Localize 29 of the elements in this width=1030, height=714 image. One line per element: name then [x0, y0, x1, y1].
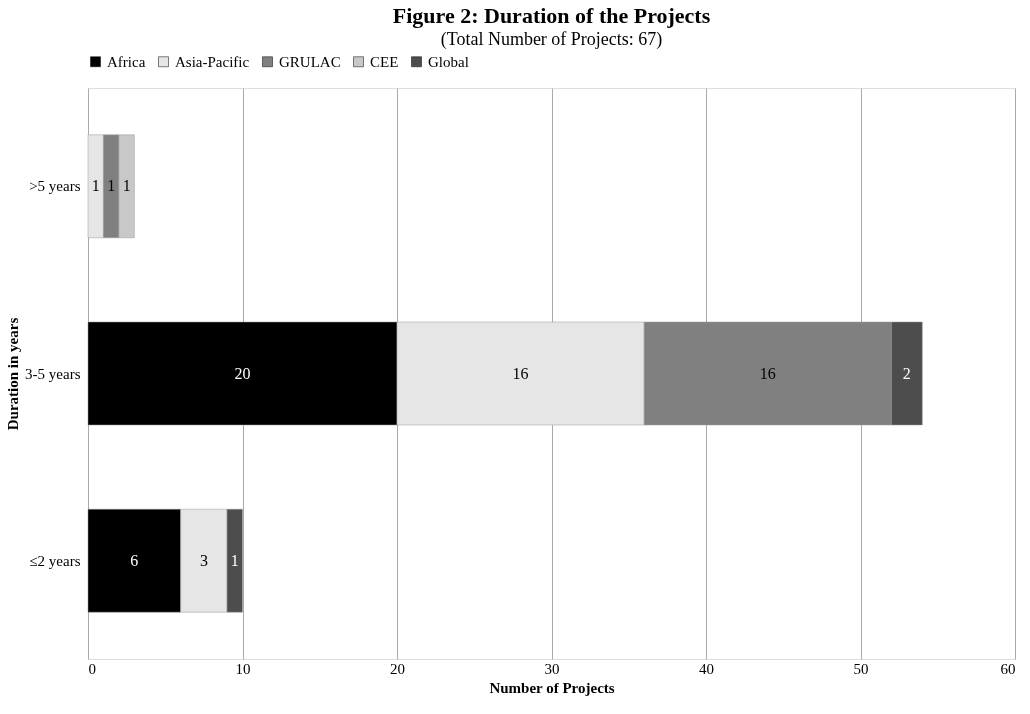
data-label: 20: [234, 364, 251, 382]
legend-label: Asia-Pacific: [175, 53, 250, 70]
chart-title: Figure 2: Duration of the Projects: [392, 3, 711, 28]
data-label: 1: [91, 177, 100, 195]
y-tick-label: ≤2 years: [29, 552, 81, 569]
y-axis-title: Duration in years: [5, 317, 22, 431]
data-label: 1: [230, 551, 239, 569]
data-label: 16: [759, 364, 776, 382]
x-tick-label: 20: [390, 660, 405, 677]
legend-label: GRULAC: [279, 53, 341, 70]
chart-subtitle: (Total Number of Projects: 67): [440, 29, 663, 50]
legend-label: Africa: [107, 53, 146, 70]
data-label: 2: [902, 364, 911, 382]
x-tick-label: 50: [853, 660, 869, 677]
legend-label: Global: [428, 53, 469, 70]
x-tick-label: 10: [235, 660, 251, 677]
x-tick-label: 60: [1000, 660, 1016, 677]
data-label: 16: [512, 364, 529, 382]
y-tick-label: >5 years: [29, 178, 81, 195]
x-tick-label: 0: [88, 660, 96, 677]
data-label: 1: [107, 177, 116, 195]
y-tick-label: 3-5 years: [25, 365, 81, 382]
data-label: 3: [199, 551, 208, 569]
data-label: 1: [122, 177, 131, 195]
data-label: 6: [130, 551, 139, 569]
legend-label: CEE: [370, 53, 399, 70]
x-tick-label: 30: [544, 660, 560, 677]
x-tick-label: 40: [699, 660, 714, 677]
x-axis-title: Number of Projects: [489, 679, 615, 696]
